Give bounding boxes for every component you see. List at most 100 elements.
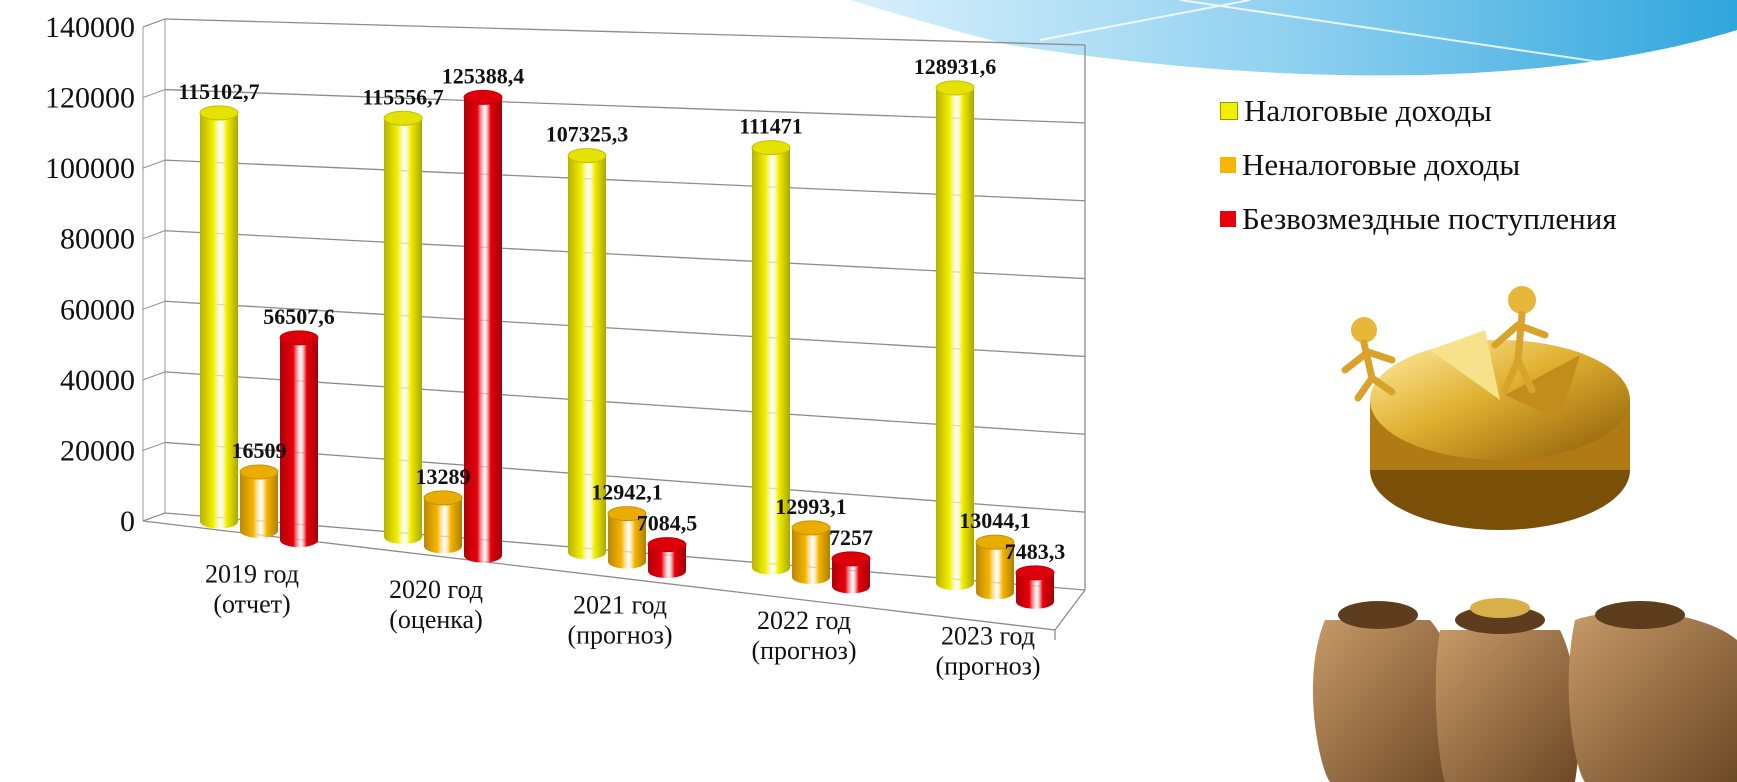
bar-body-non-tax-revenue-4	[976, 542, 1014, 600]
data-label-non-tax-revenue-4: 13044,1	[959, 508, 1031, 533]
bar-top-tax-revenue-1	[383, 110, 423, 126]
legend-swatch-grants	[1220, 211, 1236, 227]
bar-grants-3	[831, 551, 871, 594]
bar-top-grants-2	[647, 537, 687, 553]
bar-top-tax-revenue-4	[935, 80, 975, 96]
y-tick-label: 120000	[45, 82, 135, 115]
legend-item-grants: Безвозмездные поступления	[1220, 192, 1617, 246]
legend-label-tax-revenue: Налоговые доходы	[1244, 93, 1492, 128]
bar-top-grants-3	[831, 551, 871, 567]
bar-top-non-tax-revenue-1	[423, 490, 463, 506]
bar-grants-2	[647, 537, 687, 579]
gridline-side	[142, 89, 166, 99]
data-label-tax-revenue-1: 115556,7	[362, 84, 443, 109]
data-label-grants-0: 56507,6	[263, 304, 335, 329]
bar-non-tax-revenue-4	[975, 534, 1015, 600]
bar-top-non-tax-revenue-2	[607, 506, 647, 522]
bar-body-tax-revenue-4	[936, 87, 974, 591]
bar-tax-revenue-0	[199, 105, 239, 529]
bar-grants-4	[1015, 565, 1055, 609]
data-label-tax-revenue-2: 107325,3	[546, 122, 629, 147]
y-tick-label: 60000	[60, 293, 135, 326]
legend-label-non-tax-revenue: Неналоговые доходы	[1242, 147, 1521, 182]
x-tick-label-4-1: (прогноз)	[935, 651, 1040, 680]
data-label-non-tax-revenue-1: 13289	[416, 464, 471, 489]
bar-tax-revenue-2	[567, 148, 607, 560]
gridline-side	[142, 300, 166, 310]
x-axis-depth-edge	[1054, 589, 1086, 631]
data-label-non-tax-revenue-2: 12942,1	[591, 480, 663, 505]
data-label-grants-3: 7257	[829, 525, 873, 550]
gridline	[164, 18, 1086, 46]
bar-body-grants-2	[648, 544, 686, 579]
legend-item-non-tax-revenue: Неналоговые доходы	[1220, 138, 1617, 192]
data-label-tax-revenue-4: 128931,6	[914, 54, 997, 79]
bar-body-tax-revenue-3	[752, 147, 790, 575]
gridline-side	[142, 512, 166, 522]
x-tick-label-2-0: 2021 год	[573, 591, 667, 620]
bar-non-tax-revenue-2	[607, 506, 647, 569]
bar-top-grants-1	[463, 89, 503, 105]
data-label-grants-1: 125388,4	[442, 63, 525, 88]
bar-body-grants-3	[832, 558, 870, 594]
legend-swatch-tax-revenue	[1220, 102, 1238, 120]
y-tick-label: 80000	[60, 223, 135, 256]
legend: Налоговые доходы Неналоговые доходы Безв…	[1220, 84, 1617, 246]
bar-tax-revenue-4	[935, 80, 975, 591]
gridline	[164, 371, 1086, 435]
bar-body-tax-revenue-1	[384, 118, 422, 544]
bar-non-tax-revenue-1	[423, 490, 463, 554]
gridline	[164, 159, 1086, 202]
x-tick-label-3-1: (прогноз)	[751, 636, 856, 665]
gridline	[164, 300, 1086, 358]
x-tick-label-0-1: (отчет)	[213, 590, 290, 619]
money-illustration	[1312, 286, 1737, 782]
bar-body-grants-1	[464, 97, 502, 563]
x-tick-label-4-0: 2023 год	[941, 621, 1035, 650]
decorative-swoosh	[850, 0, 1737, 76]
chart-side-wall	[142, 18, 166, 522]
bar-top-tax-revenue-2	[567, 148, 607, 164]
gridline-side	[142, 230, 166, 240]
x-tick-label-1-1: (оценка)	[389, 605, 482, 634]
bar-body-non-tax-revenue-3	[792, 527, 830, 585]
bar-body-tax-revenue-0	[200, 112, 238, 529]
bar-grants-1	[463, 89, 503, 563]
bar-tax-revenue-3	[751, 140, 791, 575]
y-tick-label: 100000	[45, 152, 135, 185]
bar-top-tax-revenue-0	[199, 105, 239, 121]
bar-top-non-tax-revenue-3	[791, 520, 831, 536]
x-tick-label-2-1: (прогноз)	[567, 621, 672, 650]
gridline	[164, 88, 1086, 124]
gridline	[164, 230, 1086, 280]
bar-top-grants-4	[1015, 565, 1055, 581]
data-label-non-tax-revenue-3: 12993,1	[775, 494, 847, 519]
y-tick-label: 140000	[45, 11, 135, 44]
decorative-swoosh-line	[1039, 0, 1601, 63]
bar-non-tax-revenue-0	[239, 464, 279, 538]
gridline-side	[142, 159, 166, 169]
legend-item-tax-revenue: Налоговые доходы	[1220, 84, 1617, 138]
data-label-tax-revenue-0: 115102,7	[178, 79, 259, 104]
gridline-side	[142, 371, 166, 381]
bar-body-non-tax-revenue-0	[240, 471, 278, 538]
data-label-tax-revenue-3: 111471	[739, 114, 803, 139]
x-tick-label-0-0: 2019 год	[205, 560, 299, 589]
bar-top-non-tax-revenue-4	[975, 534, 1015, 550]
data-label-grants-2: 7084,5	[637, 511, 698, 536]
bar-body-non-tax-revenue-1	[424, 497, 462, 554]
y-tick-label: 0	[120, 505, 135, 538]
bar-grants-0	[279, 330, 319, 548]
bar-body-non-tax-revenue-2	[608, 513, 646, 569]
bar-body-tax-revenue-2	[568, 155, 606, 560]
bar-body-grants-0	[280, 337, 318, 548]
data-label-grants-4: 7483,3	[1005, 539, 1066, 564]
bar-body-grants-4	[1016, 572, 1054, 609]
legend-swatch-non-tax-revenue	[1220, 157, 1236, 173]
data-label-non-tax-revenue-0: 16509	[232, 438, 287, 463]
bar-top-tax-revenue-3	[751, 140, 791, 156]
y-tick-label: 40000	[60, 364, 135, 397]
bar-top-non-tax-revenue-0	[239, 464, 279, 480]
bar-top-grants-0	[279, 330, 319, 346]
bar-tax-revenue-1	[383, 110, 423, 544]
